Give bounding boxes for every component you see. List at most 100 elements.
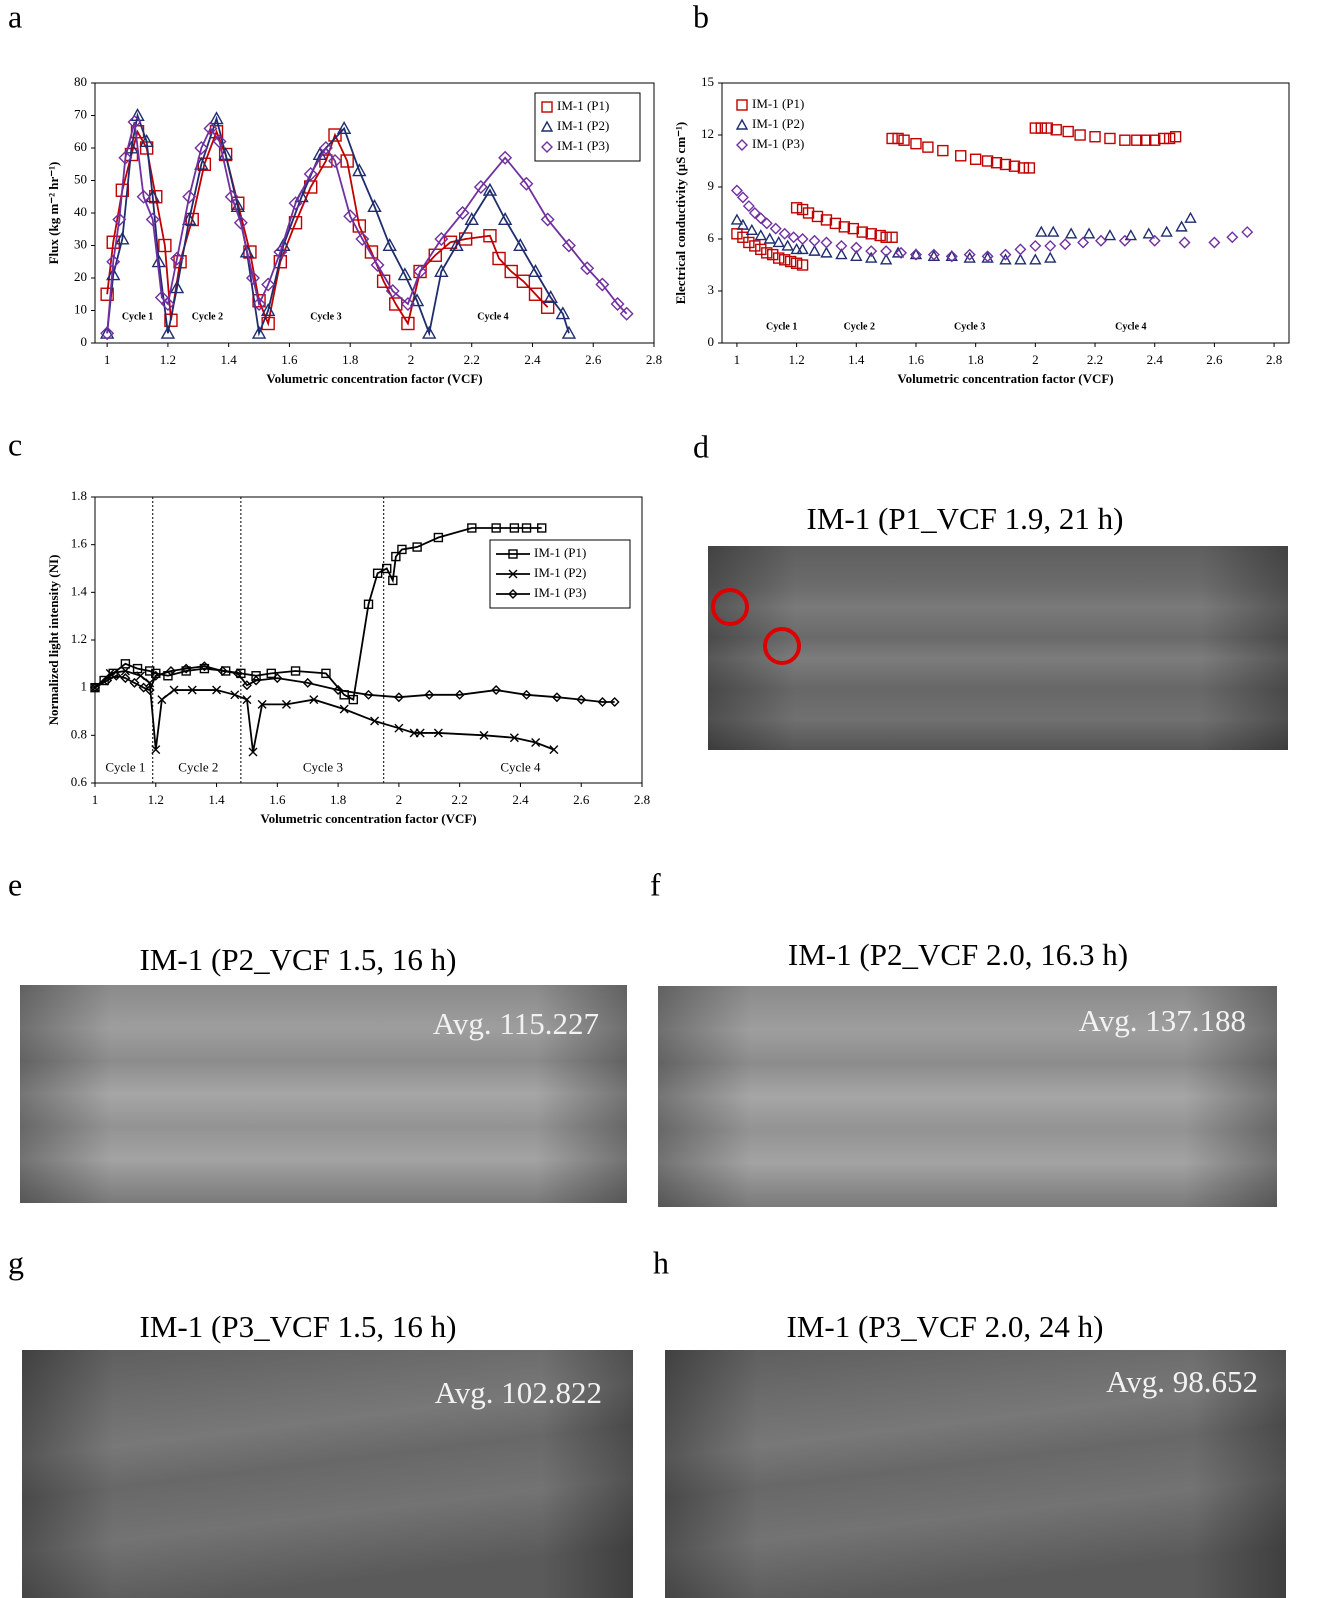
marker — [251, 325, 267, 339]
y-tick-label: 1 — [81, 679, 88, 694]
marker — [1149, 134, 1161, 146]
marker — [835, 248, 848, 260]
avg-label: Avg. 115.227 — [433, 1006, 599, 1041]
marker — [182, 189, 197, 204]
marker — [521, 689, 532, 700]
marker — [492, 251, 506, 266]
y-tick-label: 80 — [74, 74, 87, 89]
marker — [609, 696, 620, 707]
marker — [784, 255, 797, 268]
marker — [516, 274, 531, 288]
cycle-label: Cycle 2 — [192, 311, 223, 322]
marker — [1163, 132, 1176, 145]
marker — [145, 212, 160, 227]
chart: 1 1.2 1.4 1.6 1.8 2 2.2 2.4 2.6 2.8 0 3 6 9 12 15 Volume… — [673, 74, 1290, 386]
x-tick-label: 2 — [408, 352, 415, 367]
marker — [394, 723, 404, 733]
marker — [754, 229, 767, 241]
marker — [434, 232, 449, 246]
x-tick-label: 1.2 — [148, 792, 164, 807]
marker — [217, 665, 228, 676]
x-tick-label: 2.4 — [512, 792, 529, 807]
marker — [336, 121, 352, 135]
marker — [540, 212, 555, 227]
marker — [144, 666, 155, 676]
marker — [886, 231, 898, 243]
plot-frame — [721, 82, 1290, 344]
marker — [449, 238, 464, 252]
marker — [922, 141, 934, 153]
marker — [736, 99, 748, 111]
marker — [242, 695, 252, 705]
marker — [100, 287, 114, 301]
y-tick-label: 6 — [708, 230, 715, 245]
x-tick-label: 1 — [92, 792, 99, 807]
marker — [370, 716, 380, 726]
y-tick-label: 70 — [74, 106, 87, 121]
marker — [745, 223, 759, 236]
marker — [898, 134, 910, 146]
marker — [999, 248, 1012, 261]
marker — [749, 240, 761, 252]
marker — [170, 251, 185, 266]
marker — [245, 271, 260, 285]
marker — [409, 293, 425, 307]
marker — [735, 118, 749, 130]
marker — [1208, 236, 1221, 249]
x-tick-label: 2.4 — [1147, 352, 1164, 367]
x-tick-label: 1.6 — [281, 352, 298, 367]
legend-label: IM-1 (P2) — [752, 116, 804, 131]
marker — [955, 150, 967, 162]
marker — [251, 675, 262, 686]
marker — [309, 695, 319, 705]
cycle-label: Cycle 4 — [500, 760, 541, 775]
marker — [508, 549, 518, 559]
marker — [787, 231, 800, 244]
marker — [1062, 125, 1074, 138]
marker — [509, 733, 519, 743]
marker — [1014, 243, 1027, 256]
marker — [364, 245, 379, 259]
marker — [865, 245, 878, 258]
marker — [1044, 251, 1057, 263]
marker — [561, 325, 577, 339]
marker — [781, 239, 794, 251]
marker — [433, 532, 444, 543]
marker — [473, 180, 488, 194]
marker — [865, 251, 878, 263]
marker — [412, 542, 422, 552]
panel-label: a — [8, 0, 22, 34]
cycle-label: Cycle 2 — [844, 322, 875, 333]
x-tick-label: 1.8 — [330, 792, 346, 807]
marker — [835, 239, 848, 252]
marker — [595, 277, 610, 292]
marker — [302, 677, 313, 688]
marker — [748, 207, 761, 219]
marker — [165, 665, 176, 676]
marker — [120, 659, 131, 669]
marker — [1029, 253, 1042, 265]
marker — [252, 294, 266, 308]
y-tick-label: 0.6 — [71, 774, 88, 789]
series-line — [94, 670, 555, 753]
x-tick-label: 1 — [734, 352, 741, 367]
marker — [1103, 229, 1117, 241]
marker — [343, 209, 358, 224]
marker — [333, 685, 344, 696]
marker — [370, 258, 385, 272]
marker — [549, 745, 559, 755]
x-tick-label: 1.4 — [208, 792, 225, 807]
marker — [508, 569, 518, 579]
marker — [230, 690, 240, 700]
marker — [348, 694, 359, 705]
x-tick-label: 2.6 — [585, 352, 602, 367]
x-tick-label: 1.4 — [848, 352, 865, 367]
marker — [769, 222, 782, 235]
image-title: IM-1 (P3_VCF 2.0, 24 h) — [787, 1309, 1104, 1344]
marker — [847, 222, 860, 235]
marker — [796, 203, 809, 216]
marker — [397, 267, 413, 281]
marker — [169, 280, 185, 294]
panel-label: d — [693, 428, 709, 464]
